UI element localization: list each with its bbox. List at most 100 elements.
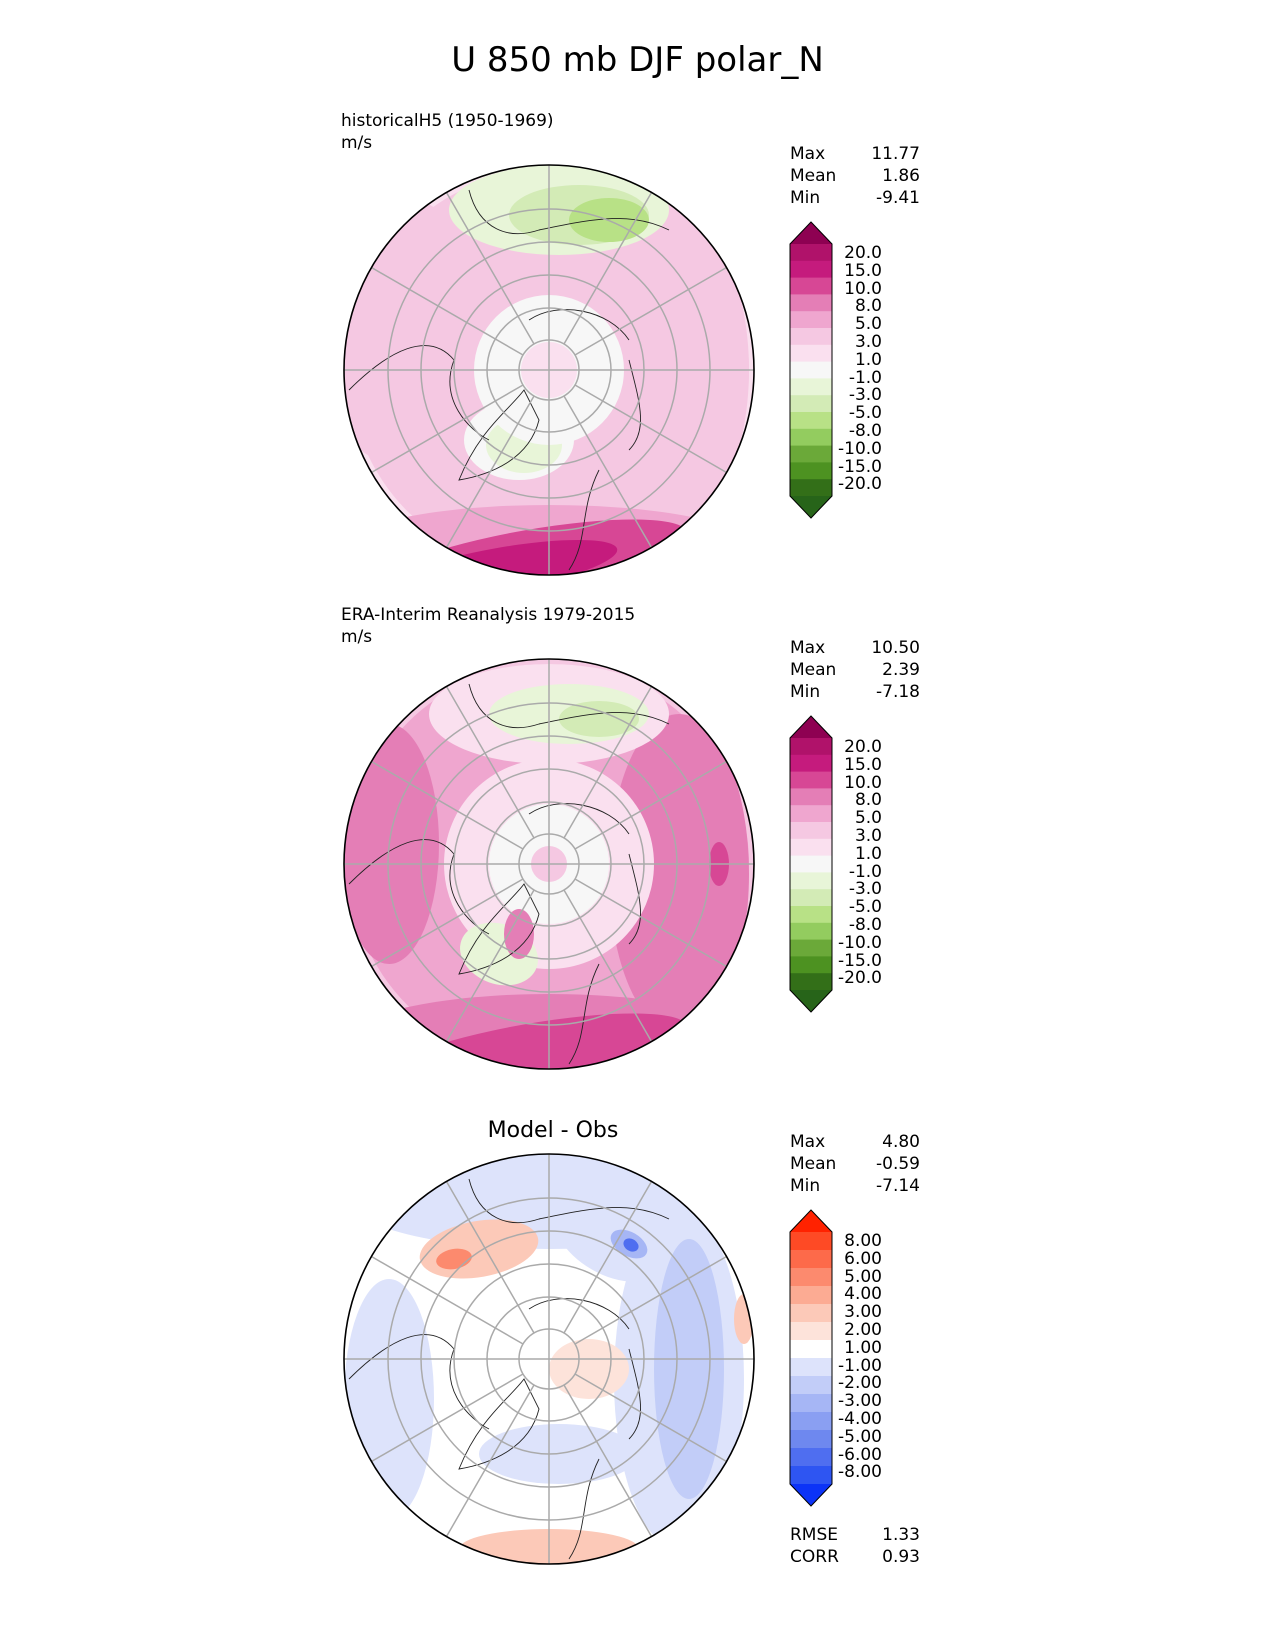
panel3-title: Model - Obs [487, 1118, 619, 1143]
colorbar-tick-label: 20.0 [844, 243, 882, 263]
panel3-colorbar [789, 1209, 833, 1507]
colorbar-tick-label: -2.00 [838, 1373, 882, 1394]
europe-coast [568, 359, 641, 571]
stat-label: Min [790, 682, 821, 702]
colorbar-swatch [790, 1376, 832, 1395]
panel2-title: ERA-Interim Reanalysis 1979-2015 [341, 605, 636, 625]
field-contour [654, 1239, 724, 1499]
colorbar-swatch [790, 738, 832, 756]
colorbar-tick-label: -1.00 [838, 1355, 882, 1376]
colorbar-swatch [790, 771, 832, 789]
colorbar-extend-bottom [790, 496, 832, 518]
colorbar-tick-label: 15.0 [844, 260, 882, 281]
colorbar-extend-top [790, 222, 832, 244]
colorbar-swatch [790, 805, 832, 823]
colorbar-swatch [790, 922, 832, 941]
stat-label: Min [790, 1176, 821, 1196]
siberia-coast [468, 683, 670, 728]
colorbar-outline [789, 1209, 833, 1507]
colorbar-outline [789, 221, 833, 519]
colorbar-tick-label: -20.0 [838, 968, 882, 989]
colorbar-swatch [790, 1340, 832, 1359]
colorbar-swatch [790, 1232, 832, 1251]
panel3-stats: Max 4.80 Mean -0.59 Min -7.14 [790, 1131, 920, 1197]
stat-value: -9.41 [876, 188, 920, 208]
meridian-line [445, 192, 535, 345]
stat-label: Max [790, 638, 826, 658]
colorbar-tick-label: 1.00 [844, 1337, 882, 1358]
colorbar-extend-top [790, 1210, 832, 1232]
graticule [344, 659, 754, 1069]
colorbar-swatch [790, 412, 832, 430]
meridian-line [371, 878, 524, 968]
colorbar-tick-label: 8.0 [854, 296, 882, 317]
colorbar-tick-label: 1.0 [854, 843, 882, 864]
meridian-line [563, 1384, 653, 1537]
map-boundary [343, 1153, 755, 1565]
field-contour [559, 701, 639, 737]
meridian-line [445, 395, 535, 548]
colorbar-swatch [790, 428, 832, 447]
panel1-colorbar-labels: 20.0 15.0 10.0 8.0 5.0 3.0 1.0 -1.0 -3.0 -5.0 -8.0… [824, 243, 882, 495]
colorbar-tick-label: -8.0 [848, 420, 882, 441]
stat-label: RMSE [790, 1525, 839, 1545]
colorbar-swatch [790, 1322, 832, 1341]
colorbar-tick-label: 8.0 [854, 790, 882, 811]
greenland-outline [458, 883, 540, 975]
greenland-outline [458, 389, 540, 481]
colorbar-tick-label: -3.00 [838, 1391, 882, 1412]
colorbar-tick-label: 5.0 [854, 314, 882, 335]
colorbar-swatch [790, 378, 832, 396]
colorbar-tick-label: -8.00 [838, 1462, 882, 1483]
field-contour [549, 1339, 629, 1399]
stat-value: 1.86 [882, 166, 920, 186]
colorbar-tick-label: 2.00 [844, 1319, 882, 1340]
colorbar-tick-label: 3.00 [844, 1302, 882, 1323]
colorbar-swatch [790, 244, 832, 262]
stat-value: 11.77 [871, 144, 920, 164]
colorbar-extend-top [790, 716, 832, 738]
meridian-line [371, 266, 524, 356]
colorbar-tick-label: 10.0 [844, 278, 882, 299]
colorbar-swatch [790, 1286, 832, 1305]
field-layer [344, 659, 754, 1069]
colorbar-tick-label: -20.0 [838, 474, 882, 495]
stat-label: Mean [790, 1154, 837, 1174]
colorbar-swatch [790, 1358, 832, 1377]
meridian-line [371, 1255, 524, 1345]
stat-label: Mean [790, 660, 837, 680]
colorbar-swatch [790, 956, 832, 974]
colorbar-tick-label: -10.0 [838, 438, 882, 459]
colorbar-tick-label: 10.0 [844, 772, 882, 793]
colorbar-swatch [790, 361, 832, 379]
colorbar-swatch [790, 1430, 832, 1449]
graticule [344, 1154, 754, 1564]
colorbar-tick-label: 5.00 [844, 1266, 882, 1287]
colorbar-tick-label: -15.0 [838, 950, 882, 971]
europe-coast [568, 853, 641, 1065]
colorbar-swatch [790, 906, 832, 924]
colorbar-tick-label: -15.0 [838, 456, 882, 477]
panel3-polar-map [343, 1153, 755, 1565]
map-boundary [343, 164, 755, 576]
colorbar-tick-label: -1.0 [848, 861, 882, 882]
stat-value: 4.80 [882, 1132, 920, 1152]
colorbar-tick-label: 8.00 [844, 1231, 882, 1251]
colorbar-swatch [790, 479, 832, 497]
stat-value: 0.93 [882, 1547, 920, 1567]
colorbar-extend-bottom [790, 1484, 832, 1506]
field-contour [554, 1196, 664, 1282]
colorbar-tick-label: -1.0 [848, 367, 882, 388]
panel2-stats: Max 10.50 Mean 2.39 Min -7.18 [790, 637, 920, 703]
meridian-line [563, 1181, 653, 1334]
colorbar-swatch [790, 889, 832, 907]
panel2-colorbar-labels: 20.0 15.0 10.0 8.0 5.0 3.0 1.0 -1.0 -3.0 -5.0 -8.0… [824, 738, 882, 989]
colorbar-tick-label: -3.0 [848, 879, 882, 900]
colorbar-outline [789, 715, 833, 1013]
colorbar-swatch [790, 1304, 832, 1323]
colorbar-tick-label: 3.0 [854, 825, 882, 846]
colorbar-tick-label: -10.0 [838, 932, 882, 953]
colorbar-tick-label: -5.00 [838, 1426, 882, 1447]
stat-value: -0.59 [876, 1154, 920, 1174]
meridian-line [574, 266, 727, 356]
